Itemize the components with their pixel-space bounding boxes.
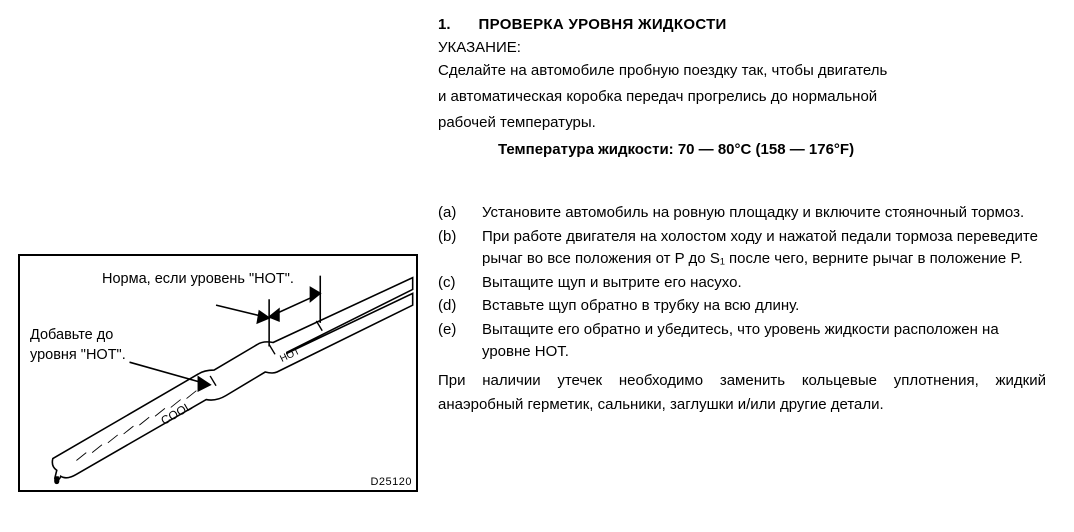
step-label: (a) xyxy=(438,202,464,224)
dipstick-figure: HOT COOL Норма, если уровень "HOT". Доба… xyxy=(18,254,418,492)
step-text: Вставьте щуп обратно в трубку на всю дли… xyxy=(482,295,1046,317)
step-label: (e) xyxy=(438,319,464,363)
step-label: (c) xyxy=(438,272,464,294)
section-title: ПРОВЕРКА УРОВНЯ ЖИДКОСТИ xyxy=(479,16,727,33)
step-text: Вытащите его обратно и убедитесь, что ур… xyxy=(482,319,1046,363)
section-number: 1. xyxy=(438,16,451,33)
steps-list: (a) Установите автомобиль на ровную площ… xyxy=(438,202,1046,362)
intro-line-1: Сделайте на автомобиле пробную поездку т… xyxy=(438,60,1046,82)
figure-caption-left-2: уровня "HOT". xyxy=(30,346,126,366)
step-label: (b) xyxy=(438,226,464,270)
step-text: При работе двигателя на холостом ходу и … xyxy=(482,226,1046,270)
step-d: (d) Вставьте щуп обратно в трубку на всю… xyxy=(438,295,1046,317)
step-e: (e) Вытащите его обратно и убедитесь, чт… xyxy=(438,319,1046,363)
step-b: (b) При работе двигателя на холостом ход… xyxy=(438,226,1046,270)
dipstick-diagram: HOT COOL xyxy=(20,256,416,490)
step-text: Вытащите щуп и вытрите его насухо. xyxy=(482,272,1046,294)
closing-paragraph: При наличии утечек необходимо заменить к… xyxy=(438,369,1046,417)
step-text: Установите автомобиль на ровную площадку… xyxy=(482,202,1046,224)
intro-line-3: рабочей температуры. xyxy=(438,112,1046,134)
temperature-line: Температура жидкости: 70 — 80°C (158 — 1… xyxy=(498,141,1046,158)
step-c: (c) Вытащите щуп и вытрите его насухо. xyxy=(438,272,1046,294)
step-a: (a) Установите автомобиль на ровную площ… xyxy=(438,202,1046,224)
intro-line-2: и автоматическая коробка передач прогрел… xyxy=(438,86,1046,108)
figure-code: D25120 xyxy=(370,476,412,488)
cool-label: COOL xyxy=(159,400,195,428)
step-label: (d) xyxy=(438,295,464,317)
figure-caption-top: Норма, если уровень "HOT". xyxy=(102,270,294,290)
figure-caption-left-1: Добавьте до xyxy=(30,326,113,346)
hint-label: УКАЗАНИЕ: xyxy=(438,39,1046,56)
